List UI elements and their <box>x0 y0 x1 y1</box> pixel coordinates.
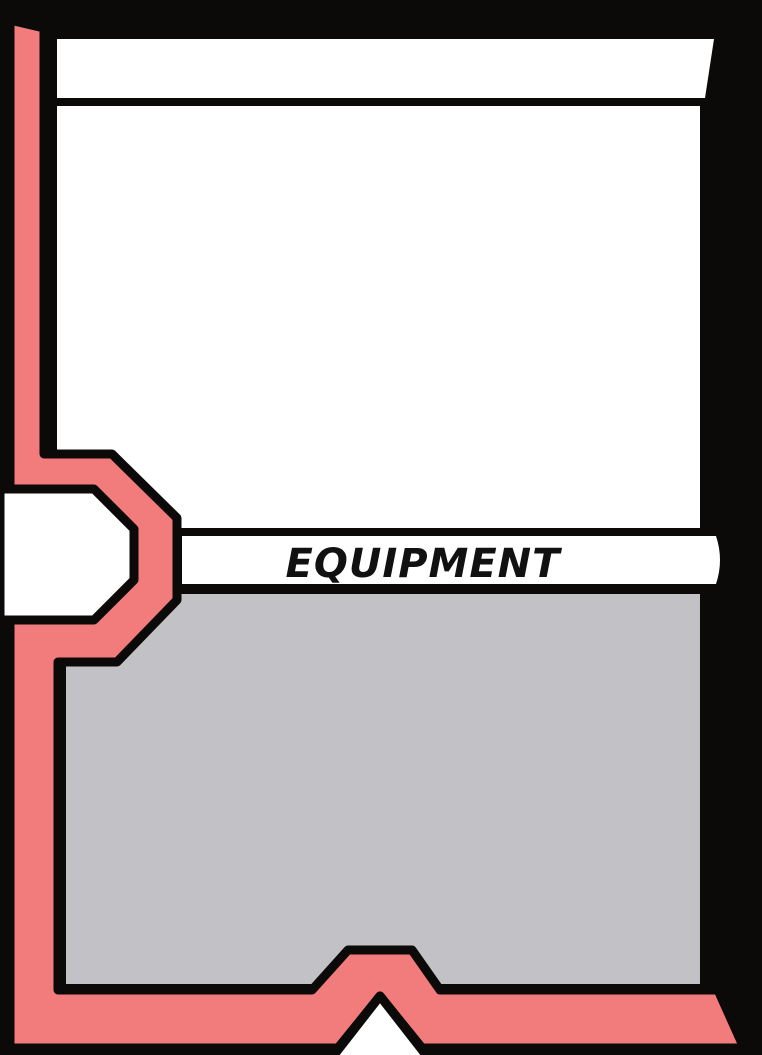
bottom-notch-outline <box>330 991 430 1055</box>
art-window[interactable] <box>57 106 700 528</box>
bottom-notch <box>338 1000 422 1055</box>
title-bar[interactable] <box>57 39 714 98</box>
side-tab-outline <box>0 484 139 625</box>
type-line-banner[interactable] <box>182 536 720 584</box>
type-label: EQUIPMENT <box>286 541 563 587</box>
rules-text-box[interactable] <box>66 594 700 984</box>
